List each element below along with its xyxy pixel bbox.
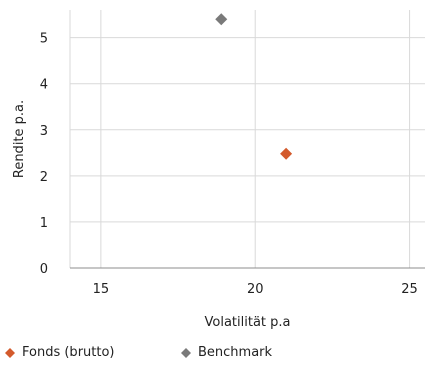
x-tick-labels: 15 20 25	[93, 282, 418, 297]
legend-label: Fonds (brutto)	[22, 345, 115, 360]
data-points	[215, 13, 293, 160]
y-tick-label: 4	[40, 78, 48, 93]
legend-item-fonds: Fonds (brutto)	[4, 345, 115, 360]
legend-item-benchmark: Benchmark	[180, 345, 272, 360]
data-point-fonds	[280, 147, 293, 160]
x-tick-label: 20	[247, 282, 264, 297]
grid-lines	[70, 10, 425, 268]
diamond-marker-icon	[180, 347, 192, 359]
diamond-marker-icon	[4, 347, 16, 359]
legend: Fonds (brutto) Benchmark	[0, 345, 439, 365]
scatter-chart: 15 20 25 0 1 2 3 4 5 Volatilität p.a Rendite p.…	[12, 10, 425, 330]
y-axis-label: Rendite p.a.	[12, 100, 27, 178]
y-tick-labels: 0 1 2 3 4 5	[40, 32, 48, 277]
y-tick-label: 5	[40, 32, 48, 47]
y-tick-label: 1	[40, 216, 48, 231]
y-tick-label: 0	[40, 262, 48, 277]
legend-label: Benchmark	[198, 345, 273, 360]
data-point-benchmark	[215, 13, 228, 26]
y-tick-label: 3	[40, 124, 48, 139]
x-tick-label: 25	[401, 282, 418, 297]
y-tick-label: 2	[40, 170, 48, 185]
x-axis-label: Volatilität p.a	[205, 315, 291, 330]
axes	[69, 10, 425, 269]
x-tick-label: 15	[93, 282, 110, 297]
